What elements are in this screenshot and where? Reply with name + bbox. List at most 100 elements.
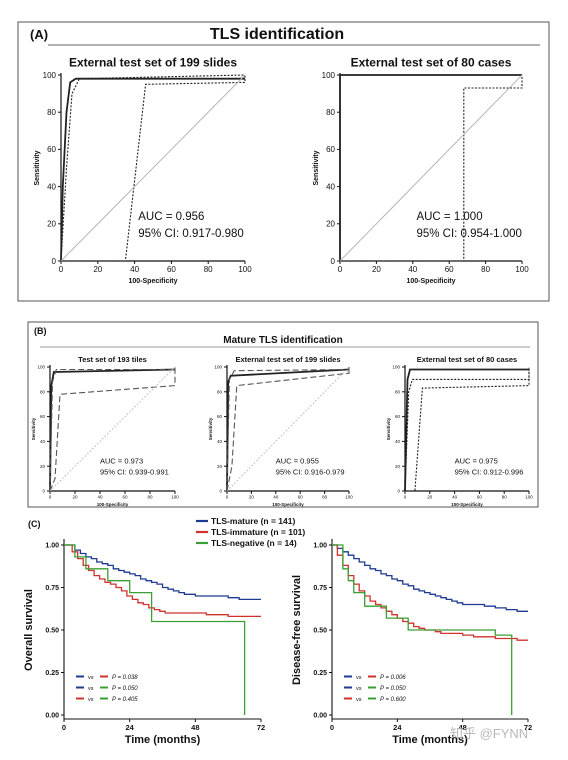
roc-b2-roc-curve-2: [405, 367, 530, 492]
roc-a0-ci: 95% CI: 0.917-0.980: [138, 228, 244, 240]
roc-a0-roc-curve-3: [60, 74, 246, 262]
roc-b0-x-label: 100-Specificity: [97, 502, 129, 507]
roc-b0-x-tick-label: 60: [122, 495, 128, 500]
roc-a0-y-tick-label: 40: [47, 182, 56, 191]
panel-c-legend: TLS-mature (n = 141)TLS-immature (n = 10…: [196, 516, 305, 548]
roc-a1-x-tick-label: 80: [481, 265, 490, 274]
panel-c-charts: 0 24 48 72 0.00 0.25 0.50 0.75 1.00 Time (months)…: [23, 539, 532, 746]
roc-a1-roc-curve-0: [339, 74, 522, 261]
roc-b2-roc-curve-0: [404, 368, 529, 492]
km-c1-x-tick-label: 0: [330, 723, 334, 732]
roc-a0-y-tick-label: 20: [47, 220, 56, 229]
roc-b0-y-tick-label: 100: [37, 365, 45, 370]
roc-b2-x-tick-label: 0: [404, 495, 407, 500]
roc-b1-x-tick-label: 100: [345, 495, 353, 500]
roc-b2-x-tick-label: 80: [502, 495, 508, 500]
roc-b2-x-tick-label: 40: [452, 495, 458, 500]
km-c1-y-label: Disease-free survival: [291, 575, 303, 685]
km-c0-pval-text: P = 0.038: [112, 675, 138, 681]
roc-b1-title: External test set of 199 slides: [235, 355, 340, 364]
roc-a1-y-tick-label: 20: [326, 220, 335, 229]
roc-b0-y-tick-label: 0: [42, 489, 45, 494]
roc-b2-y-tick-label: 40: [395, 439, 401, 444]
panel-c-letter: (C): [28, 519, 41, 529]
roc-a0-roc-curve-0: [60, 77, 245, 262]
roc-b1-roc-curve-3: [226, 366, 350, 492]
km-c0-y-tick-label: 1.00: [45, 543, 59, 550]
roc-a1-x-tick-label: 60: [445, 265, 454, 274]
km-c0-pval-text: P = 0.050: [112, 686, 138, 692]
roc-b1-roc-curve-2: [226, 367, 350, 492]
roc-a1-title: External test set of 80 cases: [351, 56, 512, 70]
km-c1-pval-vs: vs: [356, 675, 362, 681]
roc-a1-x-label: 100-Specificity: [406, 278, 455, 285]
km-c1-y-tick-label: 0.00: [313, 713, 327, 720]
roc-b0-ci: 95% CI: 0.939-0.991: [100, 468, 169, 477]
km-c0-pval-vs: vs: [88, 675, 94, 681]
roc-b0-roc-curve-2: [49, 367, 176, 492]
roc-b2-x-tick-label: 60: [477, 495, 483, 500]
roc-b0-y-label: Sensitivity: [31, 417, 36, 440]
roc-b2-y-tick-label: 100: [392, 365, 400, 370]
roc-a1-y-tick-label: 100: [322, 71, 336, 80]
km-c0-y-tick-label: 0.75: [45, 585, 59, 592]
roc-b1-roc-curve-1: [226, 367, 350, 492]
km-c0-series-tls-negative: [64, 544, 246, 715]
roc-b2-y-tick-label: 60: [395, 414, 401, 419]
km-c0-x-label: Time (months): [125, 734, 201, 746]
roc-b1-x-tick-label: 0: [226, 495, 229, 500]
roc-a0-x-tick-label: 0: [59, 265, 64, 274]
km-c1-pval-text: P = 0.006: [380, 675, 406, 681]
roc-a0-x-tick-label: 20: [93, 265, 102, 274]
km-c0-y-tick-label: 0.00: [45, 713, 59, 720]
roc-b0-roc-curve-0: [49, 368, 176, 492]
roc-b1-x-tick-label: 40: [273, 495, 279, 500]
roc-b1-x-label: 100-Specificity: [272, 502, 304, 507]
roc-b2-roc-curve-1: [404, 367, 530, 492]
panel-b-charts: Test set of 193 tiles 0 20 40 60 80 100 0 20 40 60…: [31, 355, 533, 507]
km-c0-pval-vs: vs: [88, 686, 94, 692]
km-c1-y-tick-label: 0.75: [313, 585, 327, 592]
roc-b1-auc: AUC = 0.955: [276, 457, 319, 466]
roc-b1-x-tick-label: 60: [298, 495, 304, 500]
panel-b-letter: (B): [34, 326, 47, 336]
km-c0-pval-text: P = 0.405: [112, 697, 138, 703]
roc-b1-y-tick-label: 60: [217, 414, 223, 419]
legend-label: TLS-mature (n = 141): [211, 516, 295, 526]
roc-b0-y-tick-label: 80: [40, 389, 46, 394]
km-c0-series-tls-mature: [64, 544, 261, 601]
roc-a0-y-tick-label: 80: [47, 108, 56, 117]
roc-b2-ci: 95% CI: 0.912-0.996: [455, 468, 524, 477]
km-c1-pval-text: P = 0.050: [380, 686, 406, 692]
roc-b0-roc-curve-1: [49, 367, 176, 492]
roc-b2-y-tick-label: 0: [397, 489, 400, 494]
km-c0-x-tick-label: 0: [62, 723, 66, 732]
watermark-text: 知乎 @FYNN: [450, 726, 528, 741]
km-c0-series-tls-immature: [64, 544, 261, 618]
roc-a0-y-tick-label: 100: [43, 71, 57, 80]
roc-b0-y-tick-label: 20: [40, 464, 46, 469]
roc-a0-y-tick-label: 60: [47, 145, 56, 154]
km-c0-y-label: Overall survival: [23, 589, 35, 671]
roc-b2-auc: AUC = 0.975: [455, 457, 498, 466]
roc-a1-x-tick-label: 0: [338, 265, 343, 274]
roc-b1-y-tick-label: 80: [217, 389, 223, 394]
roc-b1-y-tick-label: 40: [217, 439, 223, 444]
roc-b2-title: External test set of 80 cases: [417, 355, 517, 364]
km-c1-series-tls-negative: [332, 544, 513, 715]
km-c0-y-tick-label: 0.25: [45, 670, 59, 677]
roc-b0-y-tick-label: 40: [40, 439, 46, 444]
km-c1-x-tick-label: 48: [458, 723, 466, 732]
legend-label: TLS-negative (n = 14): [211, 538, 297, 548]
roc-b2-y-label: Sensitivity: [386, 417, 391, 440]
roc-a1-y-tick-label: 80: [326, 108, 335, 117]
roc-b0-y-tick-label: 60: [40, 414, 46, 419]
roc-a1-y-tick-label: 60: [326, 145, 335, 154]
roc-a1-y-tick-label: 0: [331, 257, 336, 266]
panel-a-frame: [17, 21, 550, 302]
km-c1-x-tick-label: 24: [393, 723, 402, 732]
roc-b2-x-label: 100-Specificity: [451, 502, 483, 507]
roc-b1-y-label: Sensitivity: [208, 417, 213, 440]
roc-a0-roc-curve-2: [61, 75, 246, 262]
